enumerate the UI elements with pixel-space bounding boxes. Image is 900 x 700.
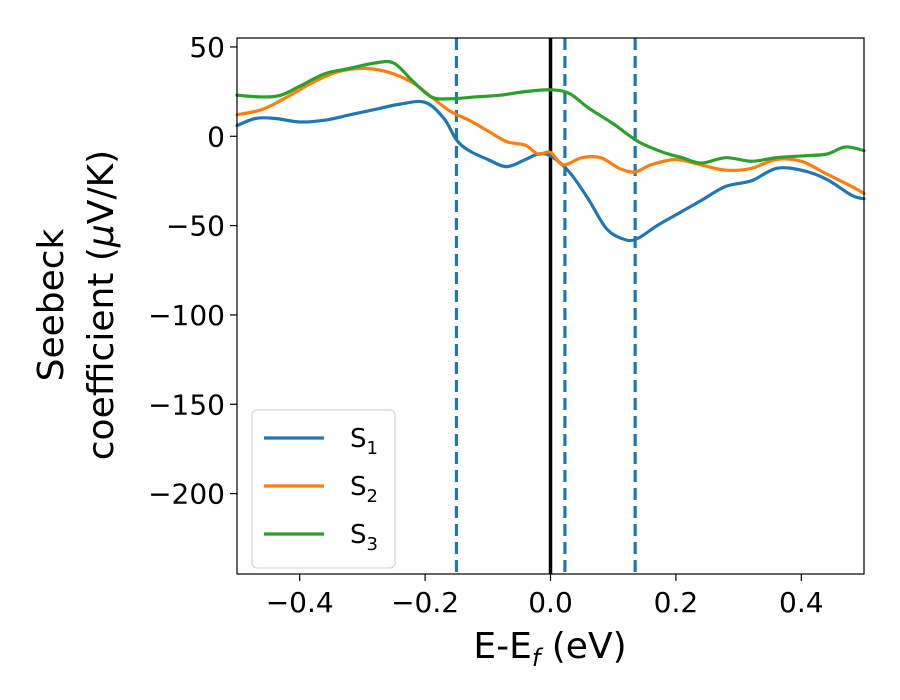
x-axis-title-main: E-E — [473, 626, 531, 667]
y-axis-title-suffix: V/K) — [81, 150, 122, 224]
x-tick-label: 0.2 — [654, 586, 699, 619]
y-axis-title: Seebeck coefficient (μV/K) — [31, 150, 122, 460]
x-axis-title: E-Ef (eV) — [473, 626, 626, 672]
x-tick-label: 0.4 — [779, 586, 824, 619]
series-line-s3 — [235, 59, 866, 165]
y-tick-label: −100 — [148, 299, 225, 332]
y-axis-title-mu: μ — [81, 224, 122, 248]
legend-box — [251, 409, 396, 569]
y-tick-label: 0 — [207, 120, 225, 153]
y-axis-title-line1: Seebeck — [31, 228, 72, 381]
series-line-s2 — [235, 66, 866, 196]
x-tick-label: −0.2 — [391, 586, 459, 619]
y-tick-label: 50 — [189, 31, 225, 64]
x-axis-title-unit: (eV) — [540, 626, 626, 667]
y-tick-label: −50 — [166, 210, 225, 243]
legend: S1 S2 S3 — [251, 409, 396, 569]
legend-label-s3: S3 — [350, 520, 378, 555]
x-tick-label: 0.0 — [528, 586, 573, 619]
x-tick-label: −0.4 — [266, 586, 334, 619]
legend-label-s2: S2 — [350, 472, 378, 507]
y-tick-label: −200 — [148, 478, 225, 511]
y-axis-title-line2: coefficient (μV/K) — [81, 150, 122, 460]
y-axis-title-prefix: coefficient ( — [81, 247, 122, 460]
y-tick-label: −150 — [148, 388, 225, 421]
legend-label-s1: S1 — [350, 424, 378, 459]
